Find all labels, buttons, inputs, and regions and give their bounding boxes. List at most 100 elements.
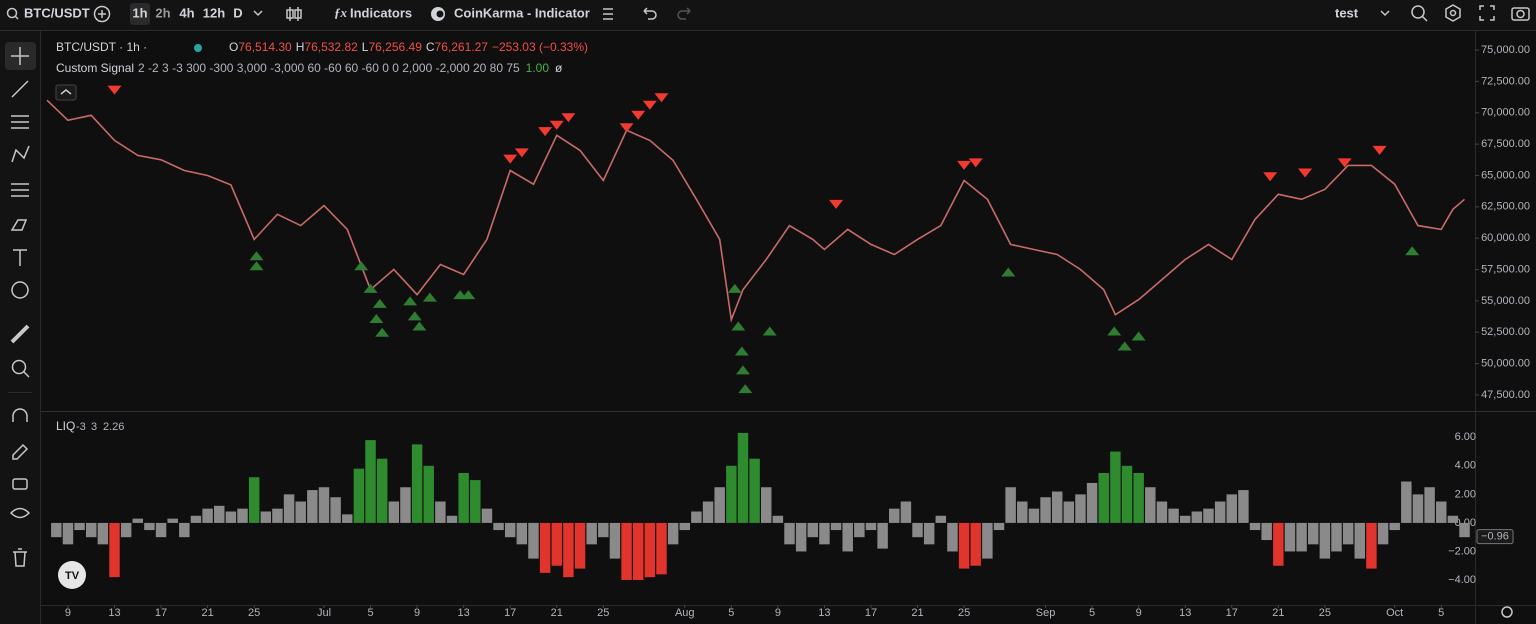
liq-value: 2.26 [103,421,124,433]
interval[interactable]: 1h [132,5,147,20]
forecast-tool[interactable] [11,183,29,197]
quick-search[interactable] [1411,5,1425,19]
chart-type[interactable] [286,7,302,21]
y-tick-label: −2.00 [1448,545,1476,557]
liq-bar [283,494,295,523]
liq-bar [1424,487,1435,523]
lock-tool[interactable] [12,478,28,490]
delete-tool[interactable] [13,548,27,567]
buy-signal [354,261,369,271]
emoji-tool[interactable] [11,281,29,299]
liq-bar [935,515,947,523]
fullscreen[interactable] [1479,5,1495,21]
tv-logo [58,561,86,589]
object-list[interactable] [603,8,613,20]
drawing-mode[interactable] [12,443,29,460]
liq-bar [1261,522,1272,541]
snapshot[interactable] [1511,7,1530,21]
last-value-label: −0.96 [1481,531,1509,543]
add-symbol[interactable] [93,5,111,23]
liq-bar [1040,497,1051,523]
symbol-search[interactable]: BTC/USDT [6,5,90,20]
market-status [194,44,202,52]
y-tick-label: 75,000.00 [1481,44,1530,56]
liq-bar [1063,501,1075,523]
liq-bar [353,468,365,523]
liq-bar [726,465,737,523]
sell-signal [1298,168,1313,178]
trendline-tool[interactable] [11,80,29,98]
sell-signal [503,154,518,164]
settings-icon [1449,9,1457,17]
undo[interactable] [643,7,657,20]
redo[interactable] [677,7,691,20]
layout-name[interactable]: test [1335,5,1359,20]
liq-bar [1331,522,1342,552]
x-tick-label: 13 [818,607,830,619]
liq-bar [167,518,178,523]
search-icon [6,7,18,19]
settings[interactable] [1445,4,1461,22]
add-icon [98,10,106,18]
left-toolbar [0,31,40,624]
liq-bar [586,522,597,545]
interval[interactable]: D [233,5,242,20]
sell-signal [957,160,972,170]
active-interval [130,3,150,25]
liq-bar [202,508,213,523]
crosshair-tool[interactable] [11,47,29,65]
indicators-button[interactable]: Indicators [350,5,412,20]
liq-bar [248,477,260,523]
y-tick-label: 70,000.00 [1481,107,1530,119]
liq-bar [1238,490,1249,523]
interval[interactable]: 12h [203,5,225,20]
interval-menu[interactable] [253,10,263,17]
x-tick-label: 9 [775,607,781,619]
x-tick-label: 17 [1226,607,1238,619]
liq-bar [563,522,574,578]
liq-bar [1459,522,1470,538]
liq-bar [1401,481,1412,523]
x-tick-label: 9 [414,607,420,619]
y-tick-label: 4.00 [1455,460,1476,472]
liq-bar [237,508,248,523]
axis-settings[interactable] [1501,606,1513,618]
visibility-tool[interactable] [9,507,31,519]
liq-bar [74,522,85,531]
liq-bar [481,508,493,523]
interval[interactable]: 4h [179,5,194,20]
layout-menu[interactable] [1380,10,1390,17]
liq-bar [947,522,958,552]
y-tick-label: −4.00 [1448,574,1476,586]
fib-tool[interactable] [11,115,29,129]
brush-tool[interactable] [10,219,28,231]
y-tick-label: 67,500.00 [1481,138,1530,150]
collapse-legend[interactable] [55,84,77,101]
buy-signal [727,283,742,293]
magnet-tool[interactable] [12,408,28,422]
buy-signal [372,298,387,308]
interval[interactable]: 2h [155,5,170,20]
sell-signal [549,120,564,130]
buy-signal [412,321,427,331]
liq-bar [85,522,97,538]
x-tick-label: Aug [675,607,695,619]
x-tick-label: 5 [1438,607,1444,619]
measure-tool[interactable] [10,324,30,344]
buy-signal [762,326,777,336]
legend-title: BTC/USDT · 1h · [56,40,147,54]
pattern-tool[interactable] [11,145,30,163]
text-tool[interactable] [13,249,27,266]
y-tick-label: 47,500.00 [1481,389,1530,401]
liq-bar [120,522,132,538]
y-tick-label: 55,000.00 [1481,295,1530,307]
buy-signal [1117,341,1132,351]
script-button[interactable]: CoinKarma - Indicator [454,5,590,20]
liq-bar [1412,494,1424,523]
liq-bar [819,522,830,545]
study-name: Custom Signal [56,61,134,75]
liq-bar [761,487,772,523]
liq-bar [551,522,562,566]
zoom-tool[interactable] [11,359,27,375]
